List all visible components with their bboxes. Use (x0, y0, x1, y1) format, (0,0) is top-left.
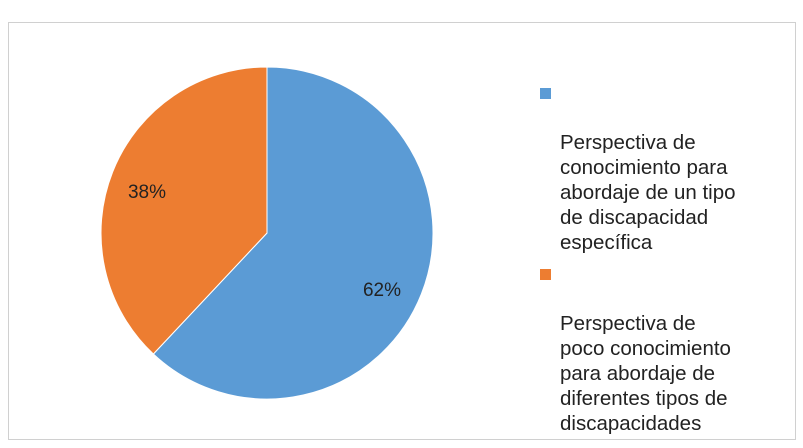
legend-swatch-1 (540, 269, 551, 280)
data-label-0: 62% (363, 280, 401, 301)
legend-swatch-0 (540, 88, 551, 99)
pie-slice-0 (152, 66, 434, 400)
legend-item-0: Perspectiva de conocimiento para abordaj… (540, 80, 795, 255)
pie-slice-1 (100, 66, 268, 355)
legend-item-1: Perspectiva de poco conocimiento para ab… (540, 261, 795, 436)
data-label-1: 38% (128, 182, 166, 203)
legend: Perspectiva de conocimiento para abordaj… (540, 80, 795, 442)
legend-label-1: Perspectiva de poco conocimiento para ab… (560, 312, 731, 435)
legend-label-0: Perspectiva de conocimiento para abordaj… (560, 131, 736, 254)
